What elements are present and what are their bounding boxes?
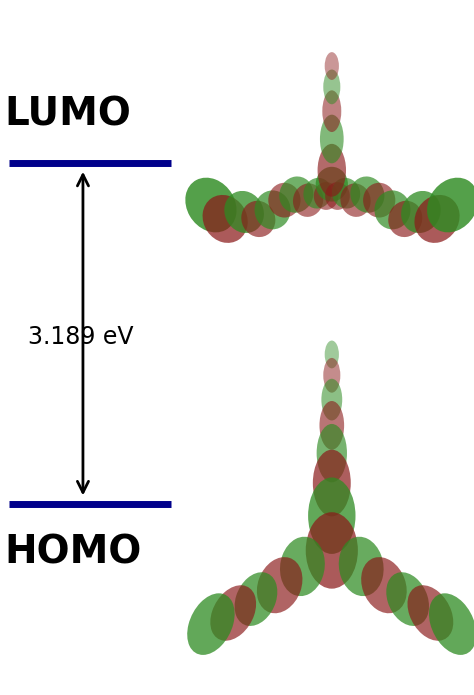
Ellipse shape	[350, 177, 384, 213]
Ellipse shape	[325, 341, 339, 368]
Ellipse shape	[235, 572, 277, 626]
Ellipse shape	[361, 557, 407, 613]
Ellipse shape	[306, 512, 358, 589]
Ellipse shape	[280, 537, 325, 596]
Ellipse shape	[332, 178, 360, 208]
Ellipse shape	[293, 183, 323, 217]
Ellipse shape	[210, 585, 256, 641]
Ellipse shape	[408, 585, 453, 641]
Ellipse shape	[323, 358, 340, 393]
Ellipse shape	[314, 182, 338, 210]
Ellipse shape	[374, 190, 410, 229]
Ellipse shape	[388, 201, 422, 237]
Ellipse shape	[202, 195, 248, 243]
Ellipse shape	[313, 450, 351, 516]
Ellipse shape	[255, 190, 291, 229]
Ellipse shape	[185, 178, 237, 232]
Ellipse shape	[187, 594, 235, 655]
Ellipse shape	[316, 167, 348, 202]
Ellipse shape	[429, 594, 474, 655]
Ellipse shape	[323, 70, 340, 104]
Ellipse shape	[319, 401, 344, 450]
Ellipse shape	[325, 52, 339, 80]
Ellipse shape	[386, 572, 429, 626]
Ellipse shape	[241, 201, 275, 237]
Ellipse shape	[322, 90, 341, 132]
Ellipse shape	[268, 183, 301, 218]
Ellipse shape	[414, 195, 460, 243]
Ellipse shape	[318, 144, 346, 197]
Ellipse shape	[303, 178, 332, 208]
Text: LUMO: LUMO	[5, 96, 132, 133]
Ellipse shape	[321, 379, 342, 420]
Ellipse shape	[339, 537, 383, 596]
Ellipse shape	[317, 424, 347, 482]
Ellipse shape	[363, 183, 395, 218]
Ellipse shape	[308, 477, 356, 554]
Text: 3.189 eV: 3.189 eV	[28, 325, 134, 349]
Ellipse shape	[257, 557, 302, 613]
Ellipse shape	[279, 177, 313, 213]
Ellipse shape	[325, 182, 350, 210]
Ellipse shape	[320, 115, 344, 163]
Ellipse shape	[340, 183, 371, 217]
Ellipse shape	[401, 191, 441, 233]
Text: HOMO: HOMO	[5, 534, 142, 571]
Ellipse shape	[224, 191, 264, 233]
Ellipse shape	[427, 178, 474, 232]
